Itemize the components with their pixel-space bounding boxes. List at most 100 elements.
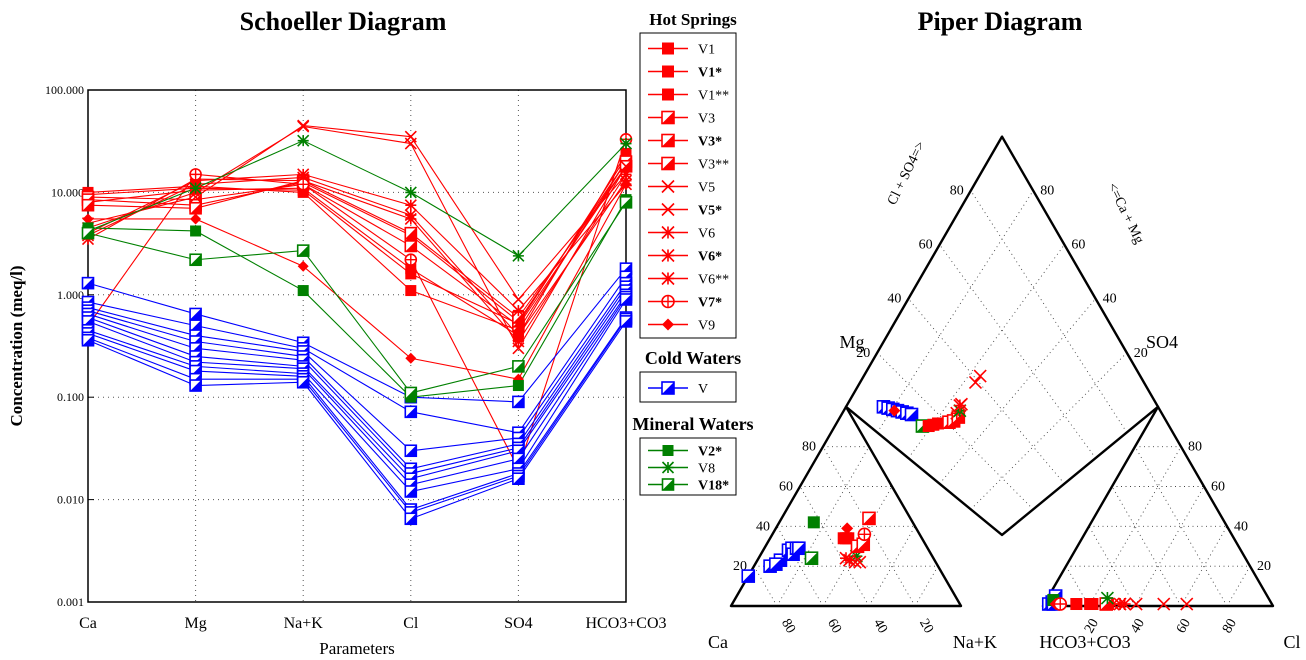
schoeller-x-tick-label: Cl bbox=[403, 615, 419, 632]
legend-item-label: V6** bbox=[698, 273, 729, 288]
schoeller-y-ticks: 0.001 0.010 0.100 1.000 10.000 100.000 bbox=[45, 83, 94, 609]
piper-cation-point bbox=[848, 555, 862, 569]
schoeller-data-point bbox=[512, 304, 525, 317]
legend-item-marker bbox=[661, 110, 675, 125]
legend-item-marker bbox=[662, 318, 674, 331]
piper-diamond-point bbox=[904, 407, 919, 422]
piper-cation-bottom-tick: 40 bbox=[870, 616, 890, 636]
schoeller-x-tick-label: SO4 bbox=[504, 615, 532, 632]
schoeller-x-tick-label: HCO3+CO3 bbox=[585, 615, 666, 632]
piper-cation-left-tick: 40 bbox=[756, 519, 770, 534]
piper-grid bbox=[753, 190, 1251, 607]
schoeller-series-line bbox=[88, 184, 627, 380]
schoeller-y-tick-label: 0.001 bbox=[57, 595, 84, 609]
schoeller-data-point bbox=[189, 379, 202, 392]
legend-item: V6** bbox=[648, 271, 729, 288]
schoeller-series-line bbox=[87, 176, 627, 337]
schoeller-series-line bbox=[87, 286, 627, 470]
schoeller-data-point bbox=[404, 444, 418, 458]
schoeller-data-point bbox=[619, 168, 633, 181]
legend-group-title: Cold Waters bbox=[645, 348, 741, 368]
piper-anion-bottom-tick: 60 bbox=[1174, 616, 1194, 636]
piper-markers bbox=[741, 369, 1194, 611]
schoeller-series-line bbox=[87, 153, 627, 337]
schoeller-series-line bbox=[87, 174, 627, 343]
legend-item-label: V7* bbox=[698, 296, 722, 311]
schoeller-data-point bbox=[620, 178, 632, 190]
legend-item-marker bbox=[661, 271, 675, 286]
schoeller-series-markers bbox=[81, 119, 633, 526]
schoeller-series-line bbox=[87, 296, 627, 486]
schoeller-data-point bbox=[512, 249, 525, 262]
schoeller-series-line bbox=[87, 139, 627, 471]
legend-item: V2* bbox=[648, 445, 722, 460]
piper-gridline bbox=[776, 526, 824, 607]
piper-diamond bbox=[844, 135, 1160, 537]
legend-item-marker bbox=[661, 248, 675, 263]
piper-gridline bbox=[970, 352, 1128, 510]
legend-item: V6 bbox=[648, 225, 715, 242]
piper-diamond-right-tick: 80 bbox=[1040, 184, 1054, 199]
piper-anion-point bbox=[1180, 597, 1194, 611]
piper-diamond-point bbox=[968, 375, 983, 390]
legend-item-marker bbox=[662, 88, 674, 101]
schoeller-data-point bbox=[404, 186, 417, 199]
piper-anion-point bbox=[1070, 598, 1083, 611]
schoeller-data-point bbox=[404, 512, 418, 526]
schoeller-series-line bbox=[87, 125, 627, 350]
schoeller-data-point bbox=[620, 147, 632, 159]
schoeller-data-point bbox=[297, 285, 309, 297]
legend-item-label: V6 bbox=[698, 227, 715, 242]
piper-gridline bbox=[753, 565, 778, 607]
piper-gridline bbox=[822, 446, 916, 607]
schoeller-y-tick-label: 0.100 bbox=[57, 390, 84, 404]
schoeller-data-point bbox=[512, 335, 525, 348]
schoeller-chart: Schoeller Diagram 0.001 0.010 0.100 1.000 10… bbox=[7, 7, 667, 658]
schoeller-data-point bbox=[189, 201, 202, 215]
piper-cation-point bbox=[841, 522, 854, 535]
piper-cation-bottom-tick: 60 bbox=[824, 616, 844, 636]
schoeller-data-point bbox=[189, 182, 202, 195]
piper-anion-bottom-tick: 40 bbox=[1128, 616, 1148, 636]
piper-gridline bbox=[1111, 486, 1182, 607]
piper-cation-bottom-tick: 80 bbox=[778, 616, 798, 636]
legend-item-label: V1** bbox=[698, 89, 729, 104]
piper-anion-point bbox=[1118, 597, 1132, 611]
piper-diamond-right-tick: 20 bbox=[1134, 346, 1148, 361]
schoeller-data-point bbox=[619, 293, 633, 306]
schoeller-series-line bbox=[87, 321, 627, 520]
legend-item-marker bbox=[661, 461, 675, 474]
schoeller-data-point bbox=[512, 360, 525, 373]
schoeller-data-point bbox=[619, 196, 633, 209]
schoeller-series-lines bbox=[87, 124, 627, 520]
schoeller-data-point bbox=[189, 191, 202, 204]
schoeller-series-line bbox=[87, 268, 627, 403]
piper-cation-point bbox=[769, 557, 783, 571]
schoeller-data-point bbox=[404, 253, 418, 267]
schoeller-series-line bbox=[87, 276, 627, 434]
schoeller-data-point bbox=[405, 285, 417, 297]
piper-cation-point bbox=[741, 569, 756, 583]
schoeller-data-point bbox=[404, 485, 418, 498]
legend-box bbox=[639, 32, 737, 339]
piper-cation-point bbox=[839, 551, 853, 565]
schoeller-x-tick-label: Mg bbox=[184, 615, 206, 632]
schoeller-data-point bbox=[297, 120, 310, 133]
schoeller-data-point bbox=[619, 137, 633, 150]
schoeller-data-point bbox=[405, 263, 417, 275]
schoeller-series-line bbox=[87, 299, 627, 493]
piper-corner-mg: Mg bbox=[839, 332, 864, 352]
legend: Hot Springs V1 V1* V1** V3 V3* V3** V5 V5* V6 V6* V… bbox=[632, 10, 754, 496]
piper-gridline bbox=[799, 486, 870, 607]
legend-item-marker bbox=[661, 179, 675, 194]
piper-cation-point bbox=[862, 511, 876, 526]
legend-item: V5* bbox=[648, 202, 722, 219]
schoeller-series-line bbox=[87, 199, 627, 398]
piper-gridline bbox=[1088, 446, 1182, 607]
schoeller-y-tick-label: 100.000 bbox=[45, 83, 84, 97]
piper-diamond-right-tick: 40 bbox=[1103, 292, 1117, 307]
piper-cation-point bbox=[792, 541, 806, 556]
schoeller-y-tick-label: 1.000 bbox=[57, 288, 84, 302]
